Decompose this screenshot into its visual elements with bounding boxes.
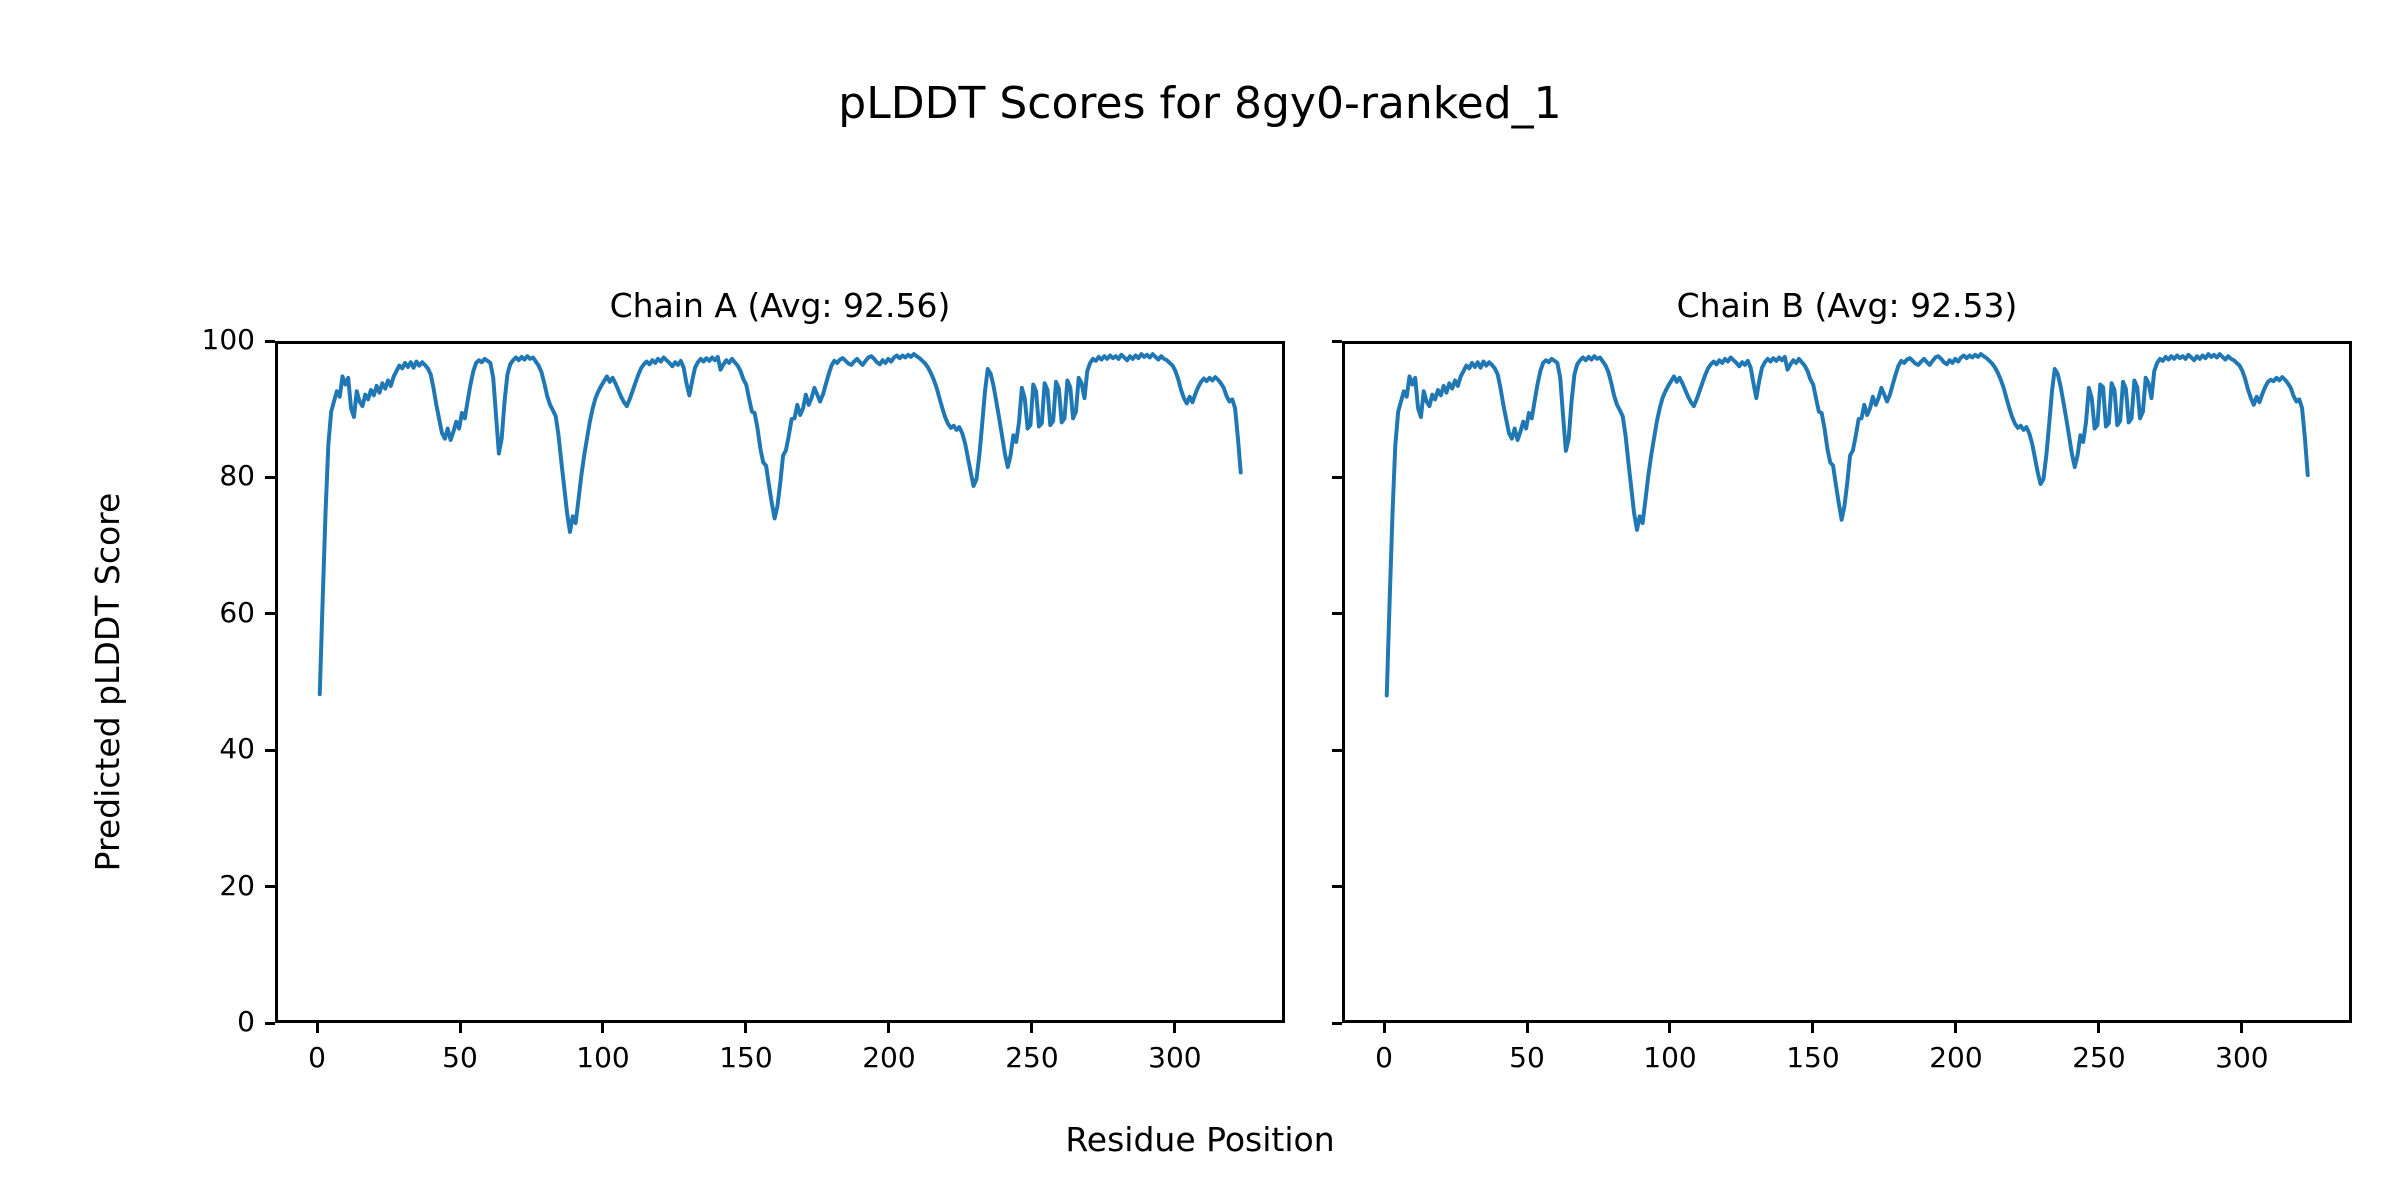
x-tick-mark bbox=[1668, 1023, 1672, 1033]
x-tick-label: 250 bbox=[2072, 1041, 2126, 1074]
y-tick-mark bbox=[265, 612, 275, 616]
x-tick-mark bbox=[1811, 1023, 1815, 1033]
y-tick-mark bbox=[265, 885, 275, 889]
chain-b-axes bbox=[1342, 341, 2352, 1023]
y-tick-mark bbox=[1332, 748, 1342, 752]
x-tick-label: 150 bbox=[1786, 1041, 1840, 1074]
x-tick-mark bbox=[2097, 1023, 2101, 1033]
x-tick-label: 300 bbox=[2215, 1041, 2269, 1074]
y-tick-mark bbox=[1332, 339, 1342, 343]
x-tick-label: 100 bbox=[576, 1041, 630, 1074]
x-tick-label: 0 bbox=[308, 1041, 326, 1074]
y-tick-mark bbox=[265, 1021, 275, 1025]
x-tick-label: 150 bbox=[719, 1041, 773, 1074]
y-tick-label: 60 bbox=[219, 595, 255, 629]
x-tick-mark bbox=[1525, 1023, 1529, 1033]
x-tick-mark bbox=[1954, 1023, 1958, 1033]
x-tick-label: 200 bbox=[1929, 1041, 1983, 1074]
x-tick-label: 200 bbox=[862, 1041, 916, 1074]
y-tick-mark bbox=[265, 339, 275, 343]
y-tick-label: 20 bbox=[219, 868, 255, 902]
x-tick-mark bbox=[458, 1023, 462, 1033]
x-tick-mark bbox=[887, 1023, 891, 1033]
x-tick-label: 300 bbox=[1148, 1041, 1202, 1074]
y-tick-mark bbox=[265, 748, 275, 752]
y-axis-label: Predicted pLDDT Score bbox=[87, 492, 127, 872]
x-axis-label: Residue Position bbox=[1065, 1120, 1335, 1159]
y-tick-mark bbox=[1332, 612, 1342, 616]
y-tick-label: 80 bbox=[219, 459, 255, 493]
y-tick-label: 100 bbox=[201, 323, 255, 356]
y-tick-label: 40 bbox=[219, 732, 255, 766]
y-tick-mark bbox=[1332, 1021, 1342, 1025]
x-tick-label: 50 bbox=[1509, 1041, 1545, 1074]
x-tick-mark bbox=[1173, 1023, 1177, 1033]
y-tick-mark bbox=[265, 475, 275, 479]
y-tick-mark bbox=[1332, 885, 1342, 889]
x-tick-label: 50 bbox=[442, 1041, 478, 1074]
chain-a-title: Chain A (Avg: 92.56) bbox=[609, 286, 951, 325]
plddt-line-chain-B bbox=[1384, 352, 2310, 698]
x-tick-mark bbox=[744, 1023, 748, 1033]
x-tick-label: 100 bbox=[1643, 1041, 1697, 1074]
x-tick-label: 0 bbox=[1375, 1041, 1393, 1074]
figure-title: pLDDT Scores for 8gy0-ranked_1 bbox=[838, 78, 1562, 129]
x-tick-mark bbox=[315, 1023, 319, 1033]
chain-a-axes bbox=[275, 341, 1285, 1023]
plddt-line-chain-A bbox=[317, 352, 1243, 697]
y-tick-mark bbox=[1332, 475, 1342, 479]
chain-b-title: Chain B (Avg: 92.53) bbox=[1676, 286, 2018, 325]
x-tick-label: 250 bbox=[1005, 1041, 1059, 1074]
x-tick-mark bbox=[1382, 1023, 1386, 1033]
x-tick-mark bbox=[2240, 1023, 2244, 1033]
chain-a-line-plot bbox=[317, 352, 1243, 697]
chain-b-line-plot bbox=[1384, 352, 2310, 698]
x-tick-mark bbox=[601, 1023, 605, 1033]
x-tick-mark bbox=[1030, 1023, 1034, 1033]
y-tick-label: 0 bbox=[237, 1005, 255, 1038]
